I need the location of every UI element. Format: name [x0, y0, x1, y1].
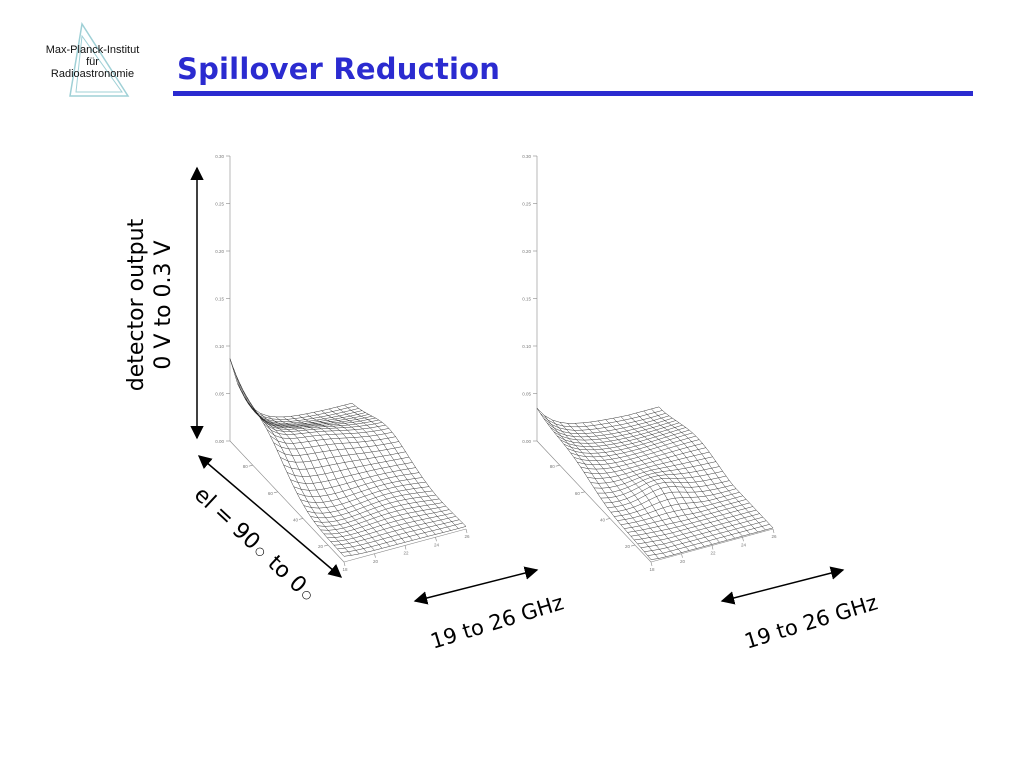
- frequency-tick-mark: [681, 553, 683, 558]
- detector-label-line-2: 0 V to 0.3 V: [151, 240, 176, 370]
- frequency-tick-label: 24: [434, 542, 440, 547]
- elevation-tick-label: 80: [243, 464, 249, 469]
- frequency-tick-label: 18: [342, 567, 348, 572]
- frequency-tick-label: 22: [403, 551, 409, 556]
- z-tick-label: 0.20: [522, 249, 531, 254]
- elevation-tick-label: 20: [625, 544, 631, 549]
- elevation-axis-line: [229, 440, 345, 563]
- frequency-tick-label: 26: [771, 534, 777, 539]
- z-tick-label: 0.15: [522, 297, 531, 302]
- surface-plot-left: 0.30 0.25 0.20 0.15 0.10 0.05 0.00 80 60 40 20 18 20…: [215, 154, 470, 572]
- frequency-tick-label: 20: [373, 559, 379, 564]
- frequency-tick-mark: [465, 528, 468, 534]
- z-tick-label: 0.05: [215, 392, 224, 397]
- detector-output-label: detector output 0 V to 0.3 V: [123, 219, 177, 391]
- z-tick-label: 0.00: [522, 439, 531, 444]
- frequency-tick-label: 20: [680, 559, 686, 564]
- frequency-tick-mark: [343, 561, 346, 567]
- surface-mesh: [536, 406, 774, 560]
- z-tick-label: 0.00: [215, 439, 224, 444]
- elevation-tick-label: 60: [268, 491, 274, 496]
- elevation-tick-label: 60: [575, 491, 581, 496]
- elevation-tick-mark: [605, 518, 611, 520]
- title-underline: [173, 91, 973, 96]
- logo-line-2: für: [86, 56, 99, 68]
- frequency-arrow-right: [720, 566, 845, 605]
- z-tick-label: 0.25: [522, 202, 531, 207]
- z-tick-label: 0.25: [215, 202, 224, 207]
- elevation-tick-label: 40: [293, 517, 299, 522]
- frequency-tick-mark: [435, 537, 437, 542]
- z-tick-label: 0.10: [522, 344, 531, 349]
- elevation-tick-mark: [248, 464, 253, 467]
- logo-line-3: Radioastronomie: [50, 68, 135, 80]
- page-title: Spillover Reduction: [177, 52, 501, 86]
- triangle-logo-icon: [69, 22, 130, 97]
- elevation-tick-mark: [323, 544, 329, 547]
- elevation-range-arrow: [197, 455, 343, 578]
- frequency-tick-label: 26: [464, 534, 470, 539]
- elevation-tick-mark: [298, 518, 304, 520]
- frequency-arrow-left: [413, 566, 539, 605]
- z-tick-label: 0.05: [522, 392, 531, 397]
- frequency-tick-mark: [404, 545, 407, 550]
- logo-line-1: Max-Planck-Institut: [45, 44, 140, 56]
- elevation-tick-label: 80: [550, 464, 556, 469]
- frequency-tick-mark: [374, 553, 376, 558]
- elevation-tick-mark: [580, 491, 585, 494]
- frequency-tick-mark: [772, 528, 775, 534]
- elevation-axis-line: [536, 440, 652, 563]
- elevation-tick-mark: [273, 491, 278, 494]
- z-tick-label: 0.10: [215, 344, 224, 349]
- detector-label-line-1: detector output: [124, 218, 149, 392]
- frequency-tick-label: 24: [741, 542, 747, 547]
- z-tick-label: 0.30: [215, 154, 224, 159]
- elevation-tick-mark: [630, 544, 636, 547]
- frequency-tick-mark: [650, 561, 653, 567]
- surface-mesh: [229, 358, 467, 557]
- surface-plot-right: 0.30 0.25 0.20 0.15 0.10 0.05 0.00 80 60 40 20 18 20…: [522, 154, 777, 572]
- z-tick-label: 0.30: [522, 154, 531, 159]
- elevation-tick-label: 20: [318, 544, 324, 549]
- z-tick-label: 0.20: [215, 249, 224, 254]
- elevation-tick-label: 40: [600, 517, 606, 522]
- institute-logo: Max-Planck-Institut für Radioastronomie: [30, 22, 160, 98]
- frequency-tick-label: 18: [649, 567, 655, 572]
- frequency-tick-mark: [711, 545, 714, 550]
- frequency-tick-mark: [742, 537, 744, 542]
- elevation-tick-mark: [555, 464, 560, 467]
- frequency-tick-label: 22: [710, 551, 716, 556]
- z-tick-label: 0.15: [215, 297, 224, 302]
